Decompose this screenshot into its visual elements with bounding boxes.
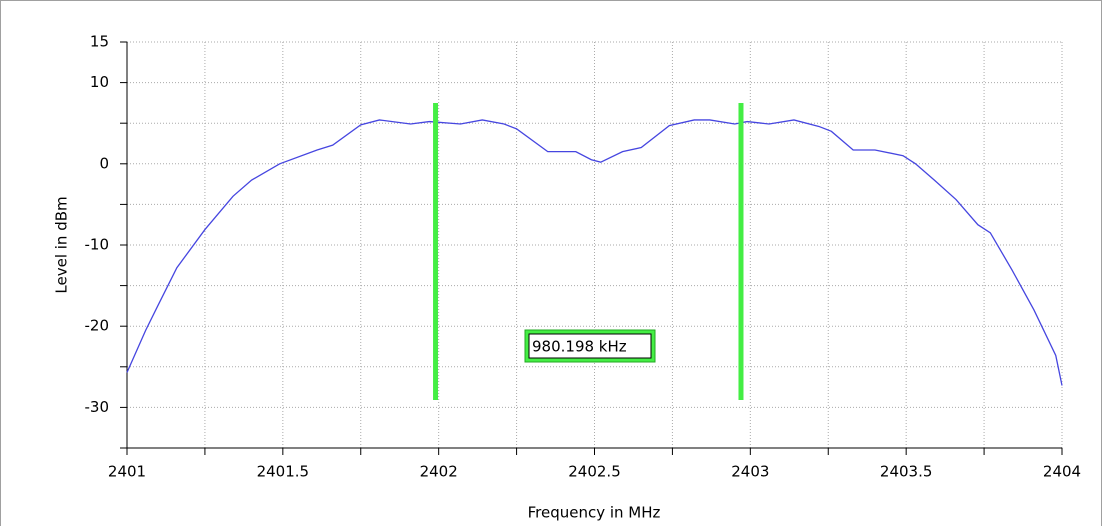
line: [126, 119, 1063, 386]
annotation-inner: [528, 333, 652, 359]
x-tick-label: 2404: [1043, 463, 1081, 481]
x-tick-label: 2401.5: [257, 463, 310, 481]
y-tick-label: -30: [85, 398, 110, 416]
y-axis-label: Level in dBm: [53, 196, 71, 293]
x-tick-label: 2403.5: [880, 463, 933, 481]
x-axis-label: Frequency in MHz: [528, 504, 661, 522]
y-tick-label: 10: [90, 73, 109, 91]
y-tick-label: 15: [90, 33, 109, 51]
y-tick-label: -10: [85, 236, 110, 254]
y-tick-label: -20: [85, 317, 110, 335]
x-tick-label: 2403: [731, 463, 769, 481]
y-tick-label: 0: [99, 154, 109, 172]
annotation: 980.198 kHz: [532, 338, 627, 356]
x-tick-label: 2402: [420, 463, 458, 481]
x-tick-label: 2402.5: [568, 463, 621, 481]
x-tick-label: 2401: [108, 463, 146, 481]
